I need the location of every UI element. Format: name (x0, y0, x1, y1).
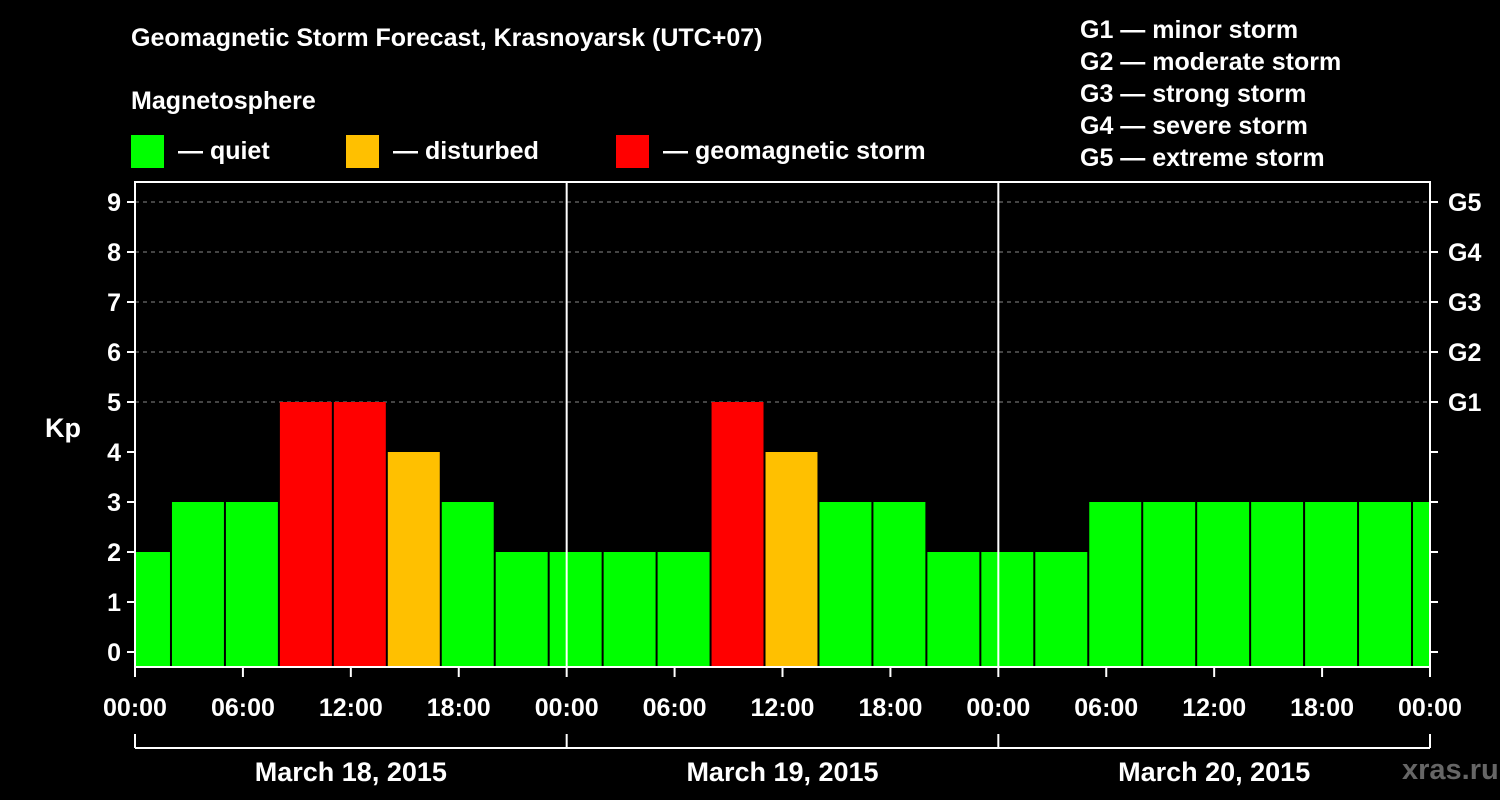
x-tick-label: 06:00 (643, 694, 707, 722)
legend-disturbed-swatch (346, 134, 379, 168)
kp-bar (441, 502, 494, 667)
y-tick-label: 7 (107, 289, 121, 317)
kp-bar (1197, 502, 1250, 667)
storm-level-g2: G2 — moderate storm (1080, 48, 1342, 76)
kp-bar (1035, 552, 1088, 667)
legend-quiet: — quiet (131, 134, 270, 168)
legend-disturbed: — disturbed (346, 134, 539, 168)
x-tick-label: 00:00 (966, 694, 1030, 722)
kp-bar (873, 502, 926, 667)
kp-bar (387, 452, 440, 667)
x-tick-label: 00:00 (535, 694, 599, 722)
legend-storm-swatch (616, 134, 649, 168)
kp-bar (603, 552, 656, 667)
y-tick-label: 1 (107, 589, 121, 617)
kp-bar (1143, 502, 1196, 667)
legend-quiet-label: — quiet (178, 136, 270, 165)
magnetosphere-heading: Magnetosphere (131, 87, 316, 115)
kp-bar (225, 502, 278, 667)
x-tick-label: 12:00 (1182, 694, 1246, 722)
x-tick-label: 00:00 (1398, 694, 1462, 722)
day-label: March 19, 2015 (686, 757, 878, 787)
kp-bar (819, 502, 872, 667)
x-tick-label: 00:00 (103, 694, 167, 722)
storm-level-g1: G1 — minor storm (1080, 16, 1299, 44)
kp-bar (927, 552, 980, 667)
kp-bar (495, 552, 548, 667)
kp-bar (136, 552, 170, 667)
kp-bar (981, 552, 1034, 667)
x-tick-label: 18:00 (1290, 694, 1354, 722)
y-tick-label: 4 (107, 439, 121, 467)
kp-bar (1359, 502, 1412, 667)
kp-bar (657, 552, 710, 667)
x-tick-label: 12:00 (319, 694, 383, 722)
legend-storm: — geomagnetic storm (616, 134, 926, 168)
kp-bar (1089, 502, 1142, 667)
watermark: xras.ru (1402, 754, 1499, 786)
y-tick-label: 9 (107, 189, 121, 217)
x-tick-label: 18:00 (427, 694, 491, 722)
kp-bar (333, 402, 386, 667)
y-tick-label: 3 (107, 489, 121, 517)
y-tick-label: 0 (107, 639, 121, 667)
storm-level-g4: G4 — severe storm (1080, 112, 1308, 140)
storm-axis-label: G2 (1448, 339, 1481, 367)
y-tick-label: 6 (107, 339, 121, 367)
kp-bar (1413, 502, 1429, 667)
storm-axis-label: G5 (1448, 189, 1481, 217)
storm-axis-label: G1 (1448, 389, 1481, 417)
y-axis-label: Kp (45, 413, 81, 443)
x-tick-label: 12:00 (751, 694, 815, 722)
day-label: March 20, 2015 (1118, 757, 1310, 787)
storm-axis-label: G4 (1448, 239, 1481, 267)
kp-bar (171, 502, 224, 667)
legend-storm-label: — geomagnetic storm (663, 136, 926, 165)
kp-bar (711, 402, 764, 667)
kp-bar (1305, 502, 1358, 667)
x-tick-label: 06:00 (211, 694, 275, 722)
y-tick-label: 5 (107, 389, 121, 417)
storm-level-g3: G3 — strong storm (1080, 80, 1307, 108)
x-tick-label: 06:00 (1074, 694, 1138, 722)
chart-title: Geomagnetic Storm Forecast, Krasnoyarsk … (131, 24, 763, 52)
kp-bar (1251, 502, 1304, 667)
storm-level-g5: G5 — extreme storm (1080, 144, 1325, 172)
day-label: March 18, 2015 (255, 757, 447, 787)
legend-disturbed-label: — disturbed (393, 136, 539, 165)
y-tick-label: 2 (107, 539, 121, 567)
storm-axis-label: G3 (1448, 289, 1481, 317)
x-tick-label: 18:00 (858, 694, 922, 722)
storm-scale-legend: G1 — minor storm G2 — moderate storm G3 … (1080, 14, 1341, 174)
y-tick-label: 8 (107, 239, 121, 267)
legend-quiet-swatch (131, 134, 164, 168)
kp-bar (279, 402, 332, 667)
kp-bar (765, 452, 818, 667)
kp-bar (549, 552, 602, 667)
